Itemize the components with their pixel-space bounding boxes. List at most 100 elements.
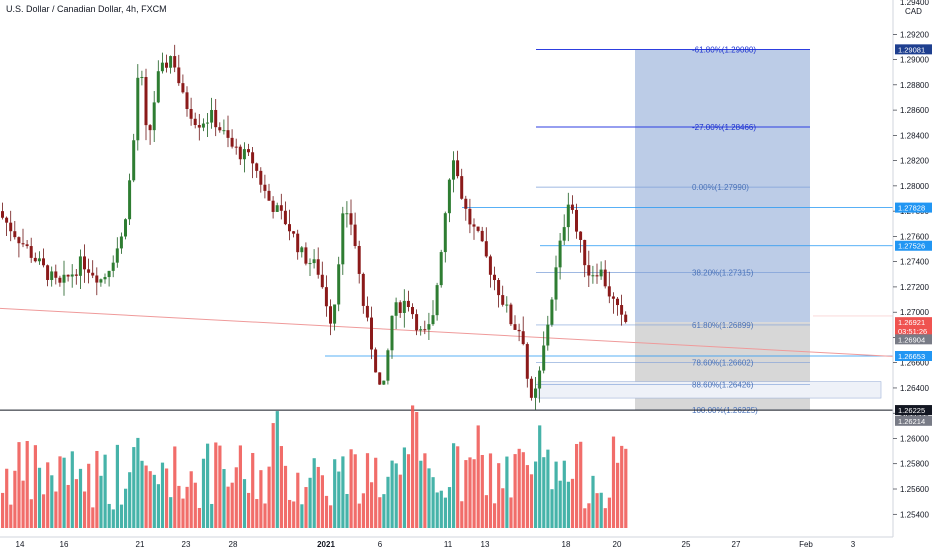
candlestick-series <box>1 44 628 410</box>
candle-body <box>230 137 234 147</box>
volume-bar <box>333 459 337 528</box>
fib-level-label: 78.60%(1.26602) <box>692 358 754 367</box>
volume-bar <box>591 475 595 528</box>
volume-bar <box>554 461 558 528</box>
candle-body <box>210 109 214 123</box>
trendline-group[interactable] <box>0 307 894 357</box>
candle-body <box>292 231 296 234</box>
trendline <box>0 307 894 357</box>
time-tick-label: 2021 <box>317 540 335 549</box>
time-tick-label: 3 <box>851 540 856 549</box>
volume-bar <box>267 466 271 528</box>
price-tag-label: 03:51:26 <box>898 327 927 336</box>
candle-body <box>431 315 435 325</box>
volume-bar <box>583 508 587 528</box>
candle-body <box>247 149 250 153</box>
volume-bar <box>13 470 17 528</box>
volume-bar <box>398 474 402 528</box>
price-tick-label: 1.28600 <box>900 106 929 115</box>
candle-body <box>181 83 185 93</box>
volume-bar <box>579 441 583 528</box>
price-tick-label: 1.25600 <box>900 485 929 494</box>
candle-body <box>509 304 513 325</box>
price-tag-label: 1.26214 <box>898 417 925 426</box>
volume-bar <box>132 447 136 528</box>
price-tick-label: 1.28200 <box>900 157 929 166</box>
candle-body <box>587 265 591 276</box>
volume-bar <box>152 474 156 528</box>
volume-bar <box>329 505 333 528</box>
volume-bar <box>472 459 476 528</box>
volume-bar <box>575 443 579 528</box>
volume-bar <box>33 445 37 528</box>
candle-body <box>21 243 25 245</box>
volume-bar <box>218 445 222 528</box>
volume-bar <box>611 436 616 528</box>
candle-body <box>579 231 583 240</box>
volume-bar <box>464 460 468 528</box>
candle-body <box>263 184 267 191</box>
volume-bar <box>165 468 169 528</box>
volume-bar <box>620 445 624 528</box>
volume-bar <box>435 492 439 528</box>
volume-bar <box>411 405 415 528</box>
horizontal-lines[interactable] <box>0 207 893 411</box>
volume-bar <box>616 462 620 528</box>
candle-body <box>333 304 337 324</box>
candle-body <box>201 123 205 128</box>
candle-body <box>505 304 509 306</box>
fib-level-label: 88.60%(1.26426) <box>692 381 754 390</box>
candle-body <box>156 71 160 103</box>
candle-body <box>197 125 201 128</box>
volume-bar <box>296 472 300 528</box>
candle-body <box>534 388 537 398</box>
time-tick-label: 27 <box>732 540 741 549</box>
candle-body <box>554 267 558 300</box>
candle-body <box>345 213 349 215</box>
volume-bar <box>259 470 263 528</box>
volume-bar <box>177 485 181 528</box>
candle-body <box>255 163 259 171</box>
volume-bar <box>468 457 472 528</box>
price-tick-label: 1.27000 <box>900 308 929 317</box>
volume-bar <box>25 441 29 528</box>
time-axis[interactable]: 14 16 21 23 28 2021 6 11 13 18 20 25 27 Feb 3 <box>0 536 893 549</box>
volume-bar <box>124 488 128 528</box>
candle-body <box>394 302 398 316</box>
volume-bar <box>456 446 460 528</box>
candle-body <box>37 258 41 262</box>
fib-level-label: -61.80%(1.29080) <box>692 45 756 54</box>
candle-body <box>607 286 611 297</box>
zone-rectangle <box>537 381 882 399</box>
candle-body <box>238 146 242 160</box>
volume-bar <box>247 492 251 528</box>
volume-bar <box>337 471 341 528</box>
price-tick-label: 1.29200 <box>900 30 929 39</box>
time-tick-label: 13 <box>481 540 490 549</box>
volume-bar <box>587 503 591 528</box>
candle-body <box>160 62 164 72</box>
candle-body <box>423 329 427 331</box>
volume-bar <box>251 452 255 528</box>
volume-bar <box>443 497 447 528</box>
volume-bar <box>91 507 95 528</box>
volume-bar <box>599 492 603 528</box>
volume-bar <box>480 454 484 528</box>
candle-body <box>488 256 492 275</box>
volume-bar <box>427 468 431 528</box>
candle-body <box>283 210 287 225</box>
volume-bar <box>419 460 423 528</box>
volume-bar <box>144 465 148 528</box>
volume-bar <box>107 503 111 528</box>
volume-bar <box>378 497 382 528</box>
candle-body <box>456 160 460 177</box>
time-tick-label: 16 <box>60 540 69 549</box>
volume-bar <box>550 489 554 528</box>
candle-body <box>169 56 173 68</box>
price-tag-box <box>895 44 932 55</box>
fib-level-label: 61.80%(1.26899) <box>692 321 754 330</box>
volume-bar <box>54 491 58 528</box>
volume-bar <box>50 475 54 528</box>
candle-body <box>222 130 226 132</box>
